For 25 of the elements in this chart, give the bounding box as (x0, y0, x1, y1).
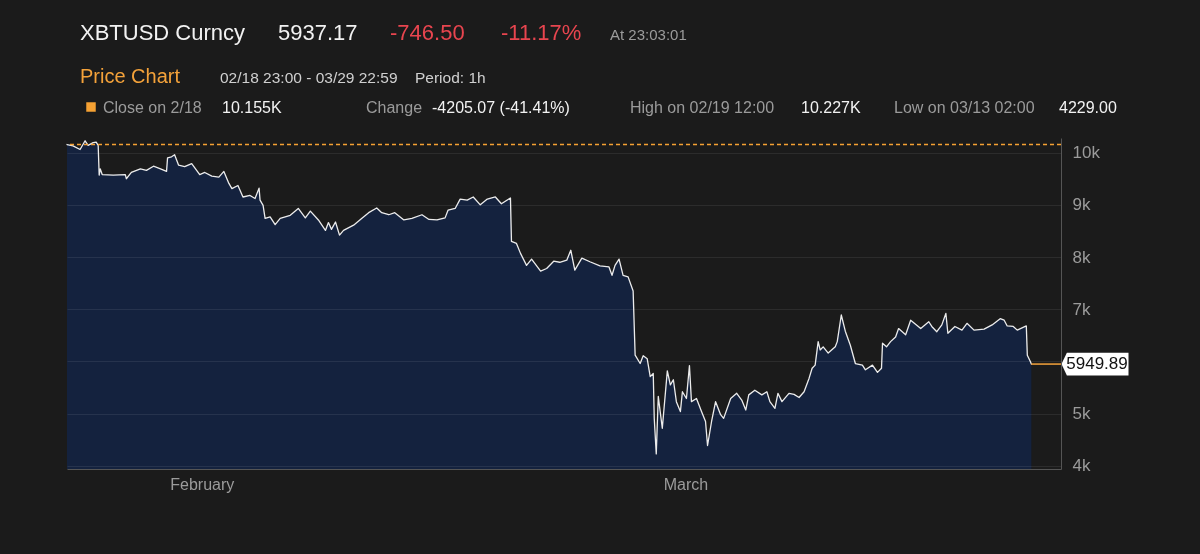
legend-label: Close on 2/18 (103, 99, 202, 116)
text: 4229.00 (1059, 99, 1117, 116)
text: 02/18 23:00 - 03/29 22:59 (220, 69, 398, 86)
y-tick-label: 8k (1072, 247, 1091, 267)
text: 10.155K (222, 99, 282, 116)
text: 10.227K (801, 99, 861, 116)
x-tick-label: March (663, 475, 709, 493)
text: At 23:03:01 (610, 26, 687, 43)
text: -11.17% (501, 20, 582, 45)
text: 5937.17 (278, 20, 358, 45)
text: Change (366, 99, 423, 116)
annotation: 5949.89 (1066, 354, 1128, 374)
chart-title: XBTUSD Curncy (80, 20, 246, 45)
text: Period: 1h (415, 69, 486, 86)
y-tick-label: 10k (1072, 143, 1101, 163)
text: -746.50 (390, 20, 465, 45)
y-tick-label: 9k (1072, 195, 1091, 215)
y-tick-label: 7k (1072, 299, 1091, 319)
x-tick-label: February (170, 475, 235, 493)
chart-subtitle: Price Chart (80, 65, 181, 87)
text: Low on 03/13 02:00 (894, 99, 1035, 116)
y-tick-label: 5k (1072, 404, 1091, 424)
y-tick-label: 4k (1072, 456, 1091, 476)
text: -4205.07 (-41.41%) (432, 99, 570, 116)
text: High on 02/19 12:00 (630, 99, 775, 116)
